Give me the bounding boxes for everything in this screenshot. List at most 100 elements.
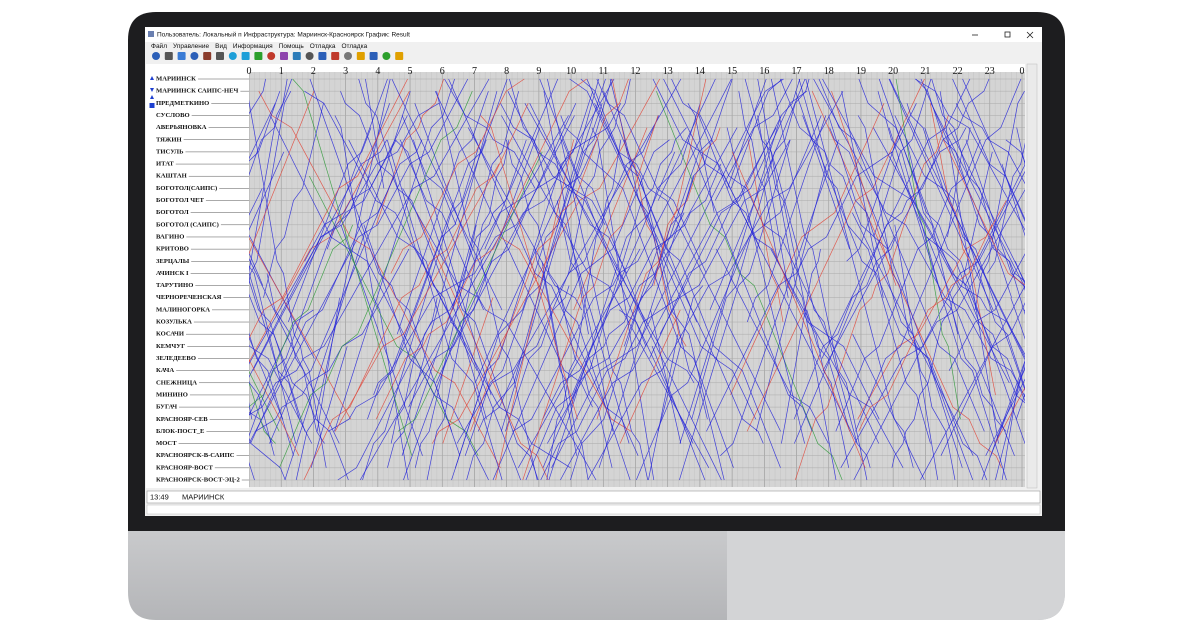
- train-path: [995, 359, 1025, 481]
- train-path: [358, 78, 487, 420]
- station-label: БОГОТОЛ(САИПС): [156, 185, 217, 192]
- train-path: [249, 272, 300, 420]
- tool-button[interactable]: [292, 52, 301, 60]
- train-path: [994, 386, 1025, 444]
- tool-button[interactable]: [280, 52, 288, 60]
- menu-item[interactable]: Отладка: [342, 43, 368, 50]
- tool-button[interactable]: [177, 52, 186, 60]
- train-path: [651, 346, 706, 481]
- close-button[interactable]: [1026, 31, 1034, 39]
- station-label: МОСТ: [156, 440, 177, 447]
- tool-button[interactable]: [369, 52, 378, 60]
- train-path: [818, 78, 985, 432]
- maximize-button[interactable]: [1004, 31, 1011, 38]
- hour-label: 10: [566, 66, 576, 77]
- tool-button[interactable]: [164, 52, 173, 60]
- train-path: [1143, 140, 1200, 322]
- train-path: [794, 115, 949, 481]
- train-path: [586, 78, 764, 444]
- train-path: [401, 115, 457, 225]
- arrow-top[interactable]: [150, 95, 154, 99]
- train-path: [948, 127, 1025, 284]
- tool-button[interactable]: [395, 52, 404, 60]
- train-path: [451, 91, 594, 481]
- train-path: [990, 366, 1025, 456]
- train-path: [619, 309, 681, 444]
- tool-button[interactable]: [152, 52, 160, 60]
- train-path: [1068, 237, 1194, 468]
- tool-button[interactable]: [356, 52, 365, 60]
- arrow-up[interactable]: [150, 76, 154, 80]
- tool-button[interactable]: [305, 52, 314, 60]
- hour-label: 14: [695, 66, 705, 77]
- tool-button[interactable]: [267, 52, 276, 60]
- train-path: [1145, 140, 1200, 480]
- tool-button[interactable]: [344, 52, 352, 60]
- train-path: [249, 224, 354, 408]
- train-path: [249, 380, 275, 456]
- hour-label: 13: [663, 66, 673, 77]
- station-label: БОГОТОЛ (САИПС): [156, 221, 219, 228]
- train-path: [263, 103, 324, 298]
- graph-area: [249, 72, 1025, 487]
- tool-button[interactable]: [318, 52, 327, 60]
- menu-item[interactable]: Информация: [233, 43, 273, 50]
- menu-item[interactable]: Управление: [173, 43, 210, 50]
- tool-button[interactable]: [228, 52, 237, 60]
- train-path: [436, 91, 538, 481]
- train-path: [249, 91, 292, 285]
- train-path: [316, 297, 340, 432]
- train-path: [304, 139, 397, 262]
- train-path: [1171, 79, 1200, 456]
- train-path: [570, 127, 687, 408]
- title-bar: [145, 27, 1042, 42]
- tool-button[interactable]: [241, 52, 250, 60]
- menu-item[interactable]: Вид: [215, 43, 227, 50]
- train-path: [249, 381, 276, 444]
- train-path: [730, 78, 783, 189]
- train-path: [964, 163, 1025, 286]
- train-path: [547, 78, 649, 481]
- station-label: КАШТАН: [156, 173, 188, 180]
- station-label: МАРИИНСК САИПС-НЕЧ: [156, 88, 239, 95]
- tool-button[interactable]: [254, 52, 263, 60]
- train-path: [249, 234, 315, 359]
- train-path: [249, 358, 300, 456]
- train-path: [560, 115, 734, 468]
- train-path: [603, 91, 698, 323]
- menu-item[interactable]: Помощь: [279, 43, 305, 50]
- train-path: [435, 103, 577, 383]
- train-path: [390, 297, 438, 444]
- train-path: [981, 359, 1025, 481]
- train-path: [408, 103, 622, 408]
- train-path: [1123, 116, 1200, 481]
- train-path: [365, 78, 385, 189]
- tool-button[interactable]: [331, 52, 340, 60]
- train-path: [635, 115, 822, 481]
- station-label: МАРИИНСК: [156, 76, 196, 83]
- tool-button[interactable]: [203, 52, 212, 60]
- train-path: [920, 285, 1025, 481]
- scrollbar[interactable]: [1026, 63, 1038, 489]
- tool-button[interactable]: [216, 52, 224, 60]
- hour-label: 15: [727, 66, 737, 77]
- tool-button[interactable]: [382, 52, 391, 60]
- train-path: [249, 78, 293, 176]
- tool-button[interactable]: [190, 52, 199, 60]
- train-path: [1125, 273, 1199, 419]
- menu-item[interactable]: Отладка: [310, 43, 336, 50]
- train-path: [1001, 163, 1025, 237]
- train-path: [618, 309, 694, 444]
- train-path: [828, 115, 963, 468]
- train-path: [709, 78, 806, 311]
- train-path: [939, 91, 999, 444]
- menu-bar: Файл Управление Вид Информация Помощь Отладка…: [151, 42, 368, 50]
- train-path: [795, 91, 850, 250]
- hour-label: 9: [536, 66, 541, 77]
- train-path: [930, 103, 1025, 289]
- stop-button[interactable]: [149, 103, 155, 108]
- train-path: [727, 78, 767, 189]
- hour-label: 4: [375, 66, 380, 77]
- arrow-down[interactable]: [150, 88, 154, 92]
- menu-item[interactable]: Файл: [151, 42, 167, 50]
